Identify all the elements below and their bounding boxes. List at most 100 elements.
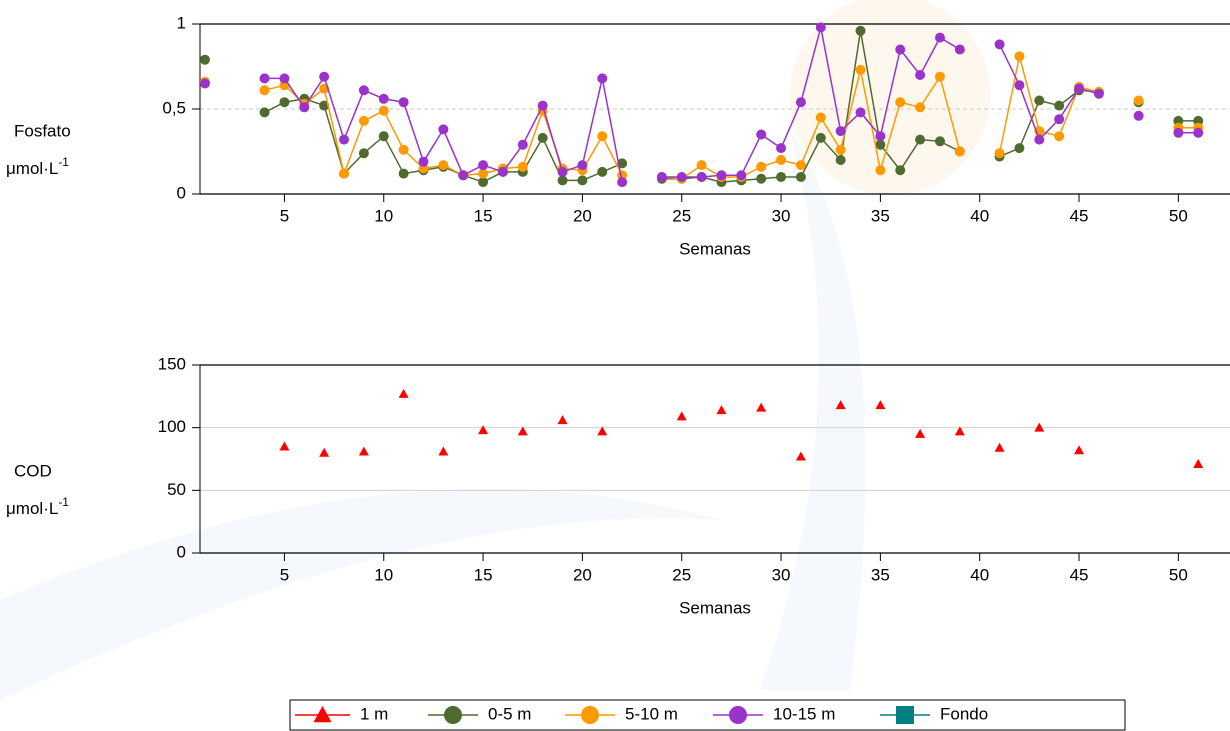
x-tick-label: 20 [573, 565, 592, 584]
marker-circle [875, 139, 886, 150]
marker-circle [895, 97, 906, 108]
x-tick-label: 10 [374, 565, 393, 584]
legend-label: 1 m [360, 704, 388, 723]
marker-circle [617, 177, 628, 188]
marker-square [896, 706, 914, 724]
x-tick-label: 35 [871, 206, 890, 225]
marker-triangle [438, 446, 449, 456]
marker-circle [835, 155, 846, 165]
marker-triangle [319, 447, 330, 457]
marker-circle [557, 166, 568, 177]
marker-circle [875, 165, 886, 176]
watermark [760, 0, 990, 690]
x-tick-label: 45 [1070, 565, 1089, 584]
marker-circle [259, 85, 270, 96]
x-tick-label: 35 [871, 565, 890, 584]
legend-label: 5-10 m [625, 704, 678, 723]
marker-circle [1193, 127, 1204, 138]
marker-circle [716, 170, 727, 181]
marker-circle [795, 172, 806, 182]
marker-triangle [313, 706, 332, 723]
marker-circle [696, 160, 707, 171]
marker-circle [418, 156, 429, 167]
marker-circle [438, 160, 449, 171]
x-tick-label: 15 [474, 565, 493, 584]
marker-circle [378, 105, 389, 116]
marker-circle [358, 148, 369, 159]
marker-circle [358, 115, 369, 126]
marker-circle [776, 155, 787, 165]
marker-circle [577, 160, 588, 171]
y-tick-label: 50 [167, 480, 186, 499]
x-axis-label: Semanas [679, 598, 751, 617]
marker-circle [557, 175, 568, 186]
x-tick-label: 45 [1070, 206, 1089, 225]
marker-triangle [279, 441, 290, 451]
marker-circle [299, 102, 310, 113]
marker-circle [815, 22, 826, 33]
y-tick-label: 100 [158, 417, 186, 436]
unit-text: μmol·L [6, 499, 58, 518]
y-axis-unit: μmol·L-1 [6, 155, 69, 178]
marker-triangle [716, 405, 727, 415]
x-tick-label: 30 [772, 565, 791, 584]
marker-circle [1034, 134, 1045, 145]
legend-label: 0-5 m [488, 704, 531, 723]
y-tick-label: 0 [177, 183, 186, 202]
marker-circle [597, 131, 608, 142]
x-tick-label: 50 [1169, 206, 1188, 225]
unit-exponent: -1 [58, 495, 69, 509]
marker-circle [776, 172, 787, 182]
marker-circle [517, 139, 528, 150]
marker-triangle [517, 426, 528, 436]
marker-triangle [398, 388, 409, 398]
marker-triangle [358, 446, 369, 456]
marker-circle [478, 177, 489, 188]
marker-circle [954, 44, 965, 55]
marker-circle [537, 132, 548, 143]
marker-triangle [835, 400, 846, 410]
marker-circle [537, 100, 548, 111]
watermark-sail [760, 130, 866, 690]
marker-circle [358, 85, 369, 96]
x-tick-label: 10 [374, 206, 393, 225]
marker-circle [795, 97, 806, 108]
marker-triangle [676, 411, 687, 421]
marker-circle [795, 160, 806, 171]
marker-triangle [875, 400, 886, 410]
marker-circle [676, 172, 687, 182]
marker-circle [835, 126, 846, 137]
marker-circle [1133, 95, 1144, 106]
marker-circle [199, 54, 210, 65]
y-axis-unit: μmol·L-1 [6, 495, 69, 518]
legend-label: Fondo [940, 704, 988, 723]
marker-circle [994, 39, 1005, 50]
marker-circle [199, 78, 210, 89]
marker-circle [934, 71, 945, 82]
marker-circle [577, 175, 588, 186]
x-tick-label: 20 [573, 206, 592, 225]
unit-text: μmol·L [6, 159, 58, 178]
marker-circle [1014, 80, 1025, 91]
marker-circle [1014, 51, 1025, 62]
marker-circle [378, 93, 389, 104]
y-axis-label: COD [14, 461, 52, 480]
marker-circle [1034, 95, 1045, 106]
marker-circle [855, 64, 866, 75]
marker-circle [895, 44, 906, 55]
marker-circle [497, 166, 508, 177]
marker-circle [279, 97, 290, 108]
marker-triangle [795, 451, 806, 461]
x-tick-label: 50 [1169, 565, 1188, 584]
marker-circle [934, 32, 945, 43]
marker-circle [915, 102, 926, 113]
marker-circle [815, 132, 826, 143]
marker-circle [319, 100, 330, 111]
x-axis-label: Semanas [679, 239, 751, 258]
x-tick-label: 40 [970, 565, 989, 584]
marker-circle [339, 168, 350, 179]
marker-circle [259, 107, 270, 118]
x-tick-label: 5 [280, 206, 289, 225]
marker-circle [855, 25, 866, 36]
marker-circle [259, 73, 270, 84]
